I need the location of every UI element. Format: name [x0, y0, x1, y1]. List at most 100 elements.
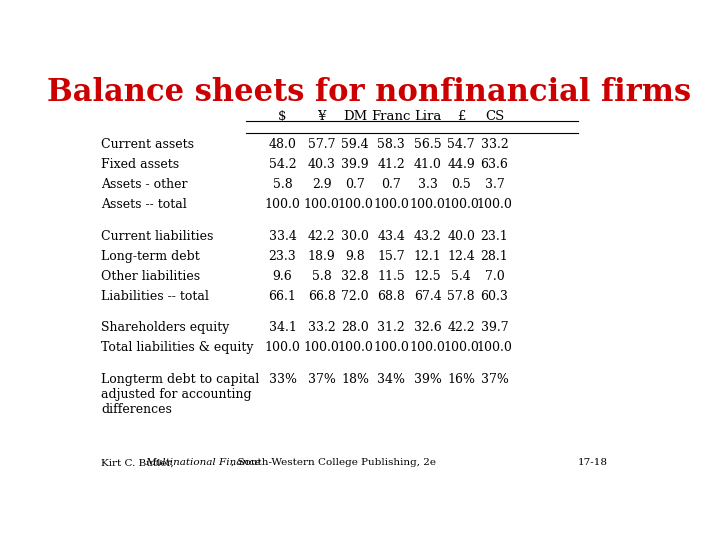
- Text: Kirt C. Butler,: Kirt C. Butler,: [101, 458, 177, 467]
- Text: 3.3: 3.3: [418, 178, 438, 191]
- Text: Current liabilities: Current liabilities: [101, 230, 214, 243]
- Text: 0.7: 0.7: [382, 178, 401, 191]
- Text: , South-Western College Publishing, 2e: , South-Western College Publishing, 2e: [230, 458, 436, 467]
- Text: Total liabilities & equity: Total liabilities & equity: [101, 341, 253, 354]
- Text: Long-term debt: Long-term debt: [101, 250, 200, 263]
- Text: ¥: ¥: [318, 110, 326, 123]
- Text: 33.2: 33.2: [481, 138, 508, 151]
- Text: 44.9: 44.9: [447, 158, 475, 171]
- Text: 67.4: 67.4: [414, 290, 441, 303]
- Text: 15.7: 15.7: [377, 250, 405, 263]
- Text: 32.8: 32.8: [341, 270, 369, 283]
- Text: DM: DM: [343, 110, 367, 123]
- Text: 42.2: 42.2: [307, 230, 336, 243]
- Text: Shareholders equity: Shareholders equity: [101, 321, 230, 334]
- Text: 43.4: 43.4: [377, 230, 405, 243]
- Text: 30.0: 30.0: [341, 230, 369, 243]
- Text: 100.0: 100.0: [477, 198, 513, 211]
- Text: 31.2: 31.2: [377, 321, 405, 334]
- Text: 100.0: 100.0: [374, 198, 409, 211]
- Text: 100.0: 100.0: [410, 341, 446, 354]
- Text: 32.6: 32.6: [414, 321, 441, 334]
- Text: 16%: 16%: [447, 373, 475, 386]
- Text: 60.3: 60.3: [481, 290, 508, 303]
- Text: 0.7: 0.7: [345, 178, 365, 191]
- Text: 12.4: 12.4: [447, 250, 475, 263]
- Text: 48.0: 48.0: [269, 138, 297, 151]
- Text: Lira: Lira: [414, 110, 441, 123]
- Text: 57.7: 57.7: [308, 138, 336, 151]
- Text: £: £: [457, 110, 465, 123]
- Text: 58.3: 58.3: [377, 138, 405, 151]
- Text: 39.9: 39.9: [341, 158, 369, 171]
- Text: Other liabilities: Other liabilities: [101, 270, 200, 283]
- Text: Franc: Franc: [372, 110, 411, 123]
- Text: 2.9: 2.9: [312, 178, 331, 191]
- Text: 33%: 33%: [269, 373, 297, 386]
- Text: Assets - other: Assets - other: [101, 178, 188, 191]
- Text: 18%: 18%: [341, 373, 369, 386]
- Text: 100.0: 100.0: [264, 198, 300, 211]
- Text: 41.2: 41.2: [377, 158, 405, 171]
- Text: 63.6: 63.6: [481, 158, 508, 171]
- Text: 54.2: 54.2: [269, 158, 297, 171]
- Text: 28.1: 28.1: [481, 250, 508, 263]
- Text: 43.2: 43.2: [414, 230, 441, 243]
- Text: 100.0: 100.0: [264, 341, 300, 354]
- Text: 59.4: 59.4: [341, 138, 369, 151]
- Text: 18.9: 18.9: [307, 250, 336, 263]
- Text: 57.8: 57.8: [447, 290, 475, 303]
- Text: 56.5: 56.5: [414, 138, 441, 151]
- Text: Longterm debt to capital
adjusted for accounting
differences: Longterm debt to capital adjusted for ac…: [101, 373, 259, 416]
- Text: 100.0: 100.0: [443, 198, 479, 211]
- Text: 40.0: 40.0: [447, 230, 475, 243]
- Text: 12.5: 12.5: [414, 270, 441, 283]
- Text: 39.7: 39.7: [481, 321, 508, 334]
- Text: Assets -- total: Assets -- total: [101, 198, 187, 211]
- Text: 37%: 37%: [481, 373, 508, 386]
- Text: 41.0: 41.0: [414, 158, 441, 171]
- Text: 54.7: 54.7: [447, 138, 475, 151]
- Text: 37%: 37%: [307, 373, 336, 386]
- Text: 39%: 39%: [414, 373, 441, 386]
- Text: Multinational Finance: Multinational Finance: [145, 458, 261, 467]
- Text: 17-18: 17-18: [578, 458, 608, 467]
- Text: 5.4: 5.4: [451, 270, 471, 283]
- Text: 7.0: 7.0: [485, 270, 505, 283]
- Text: 72.0: 72.0: [341, 290, 369, 303]
- Text: 9.6: 9.6: [273, 270, 292, 283]
- Text: 100.0: 100.0: [477, 341, 513, 354]
- Text: 33.2: 33.2: [307, 321, 336, 334]
- Text: 100.0: 100.0: [337, 341, 373, 354]
- Text: Fixed assets: Fixed assets: [101, 158, 179, 171]
- Text: 42.2: 42.2: [447, 321, 475, 334]
- Text: 9.8: 9.8: [345, 250, 365, 263]
- Text: Liabilities -- total: Liabilities -- total: [101, 290, 209, 303]
- Text: CS: CS: [485, 110, 504, 123]
- Text: 23.3: 23.3: [269, 250, 297, 263]
- Text: 66.1: 66.1: [269, 290, 297, 303]
- Text: 100.0: 100.0: [304, 198, 340, 211]
- Text: Balance sheets for nonfinancial firms: Balance sheets for nonfinancial firms: [47, 77, 691, 109]
- Text: 40.3: 40.3: [307, 158, 336, 171]
- Text: 5.8: 5.8: [312, 270, 331, 283]
- Text: 100.0: 100.0: [304, 341, 340, 354]
- Text: 68.8: 68.8: [377, 290, 405, 303]
- Text: $: $: [278, 110, 287, 123]
- Text: 5.8: 5.8: [273, 178, 292, 191]
- Text: 3.7: 3.7: [485, 178, 505, 191]
- Text: 12.1: 12.1: [414, 250, 441, 263]
- Text: 34%: 34%: [377, 373, 405, 386]
- Text: 34.1: 34.1: [269, 321, 297, 334]
- Text: 66.8: 66.8: [307, 290, 336, 303]
- Text: 33.4: 33.4: [269, 230, 297, 243]
- Text: 100.0: 100.0: [374, 341, 409, 354]
- Text: 0.5: 0.5: [451, 178, 471, 191]
- Text: 100.0: 100.0: [410, 198, 446, 211]
- Text: 100.0: 100.0: [337, 198, 373, 211]
- Text: 11.5: 11.5: [377, 270, 405, 283]
- Text: 23.1: 23.1: [481, 230, 508, 243]
- Text: 28.0: 28.0: [341, 321, 369, 334]
- Text: Current assets: Current assets: [101, 138, 194, 151]
- Text: 100.0: 100.0: [443, 341, 479, 354]
